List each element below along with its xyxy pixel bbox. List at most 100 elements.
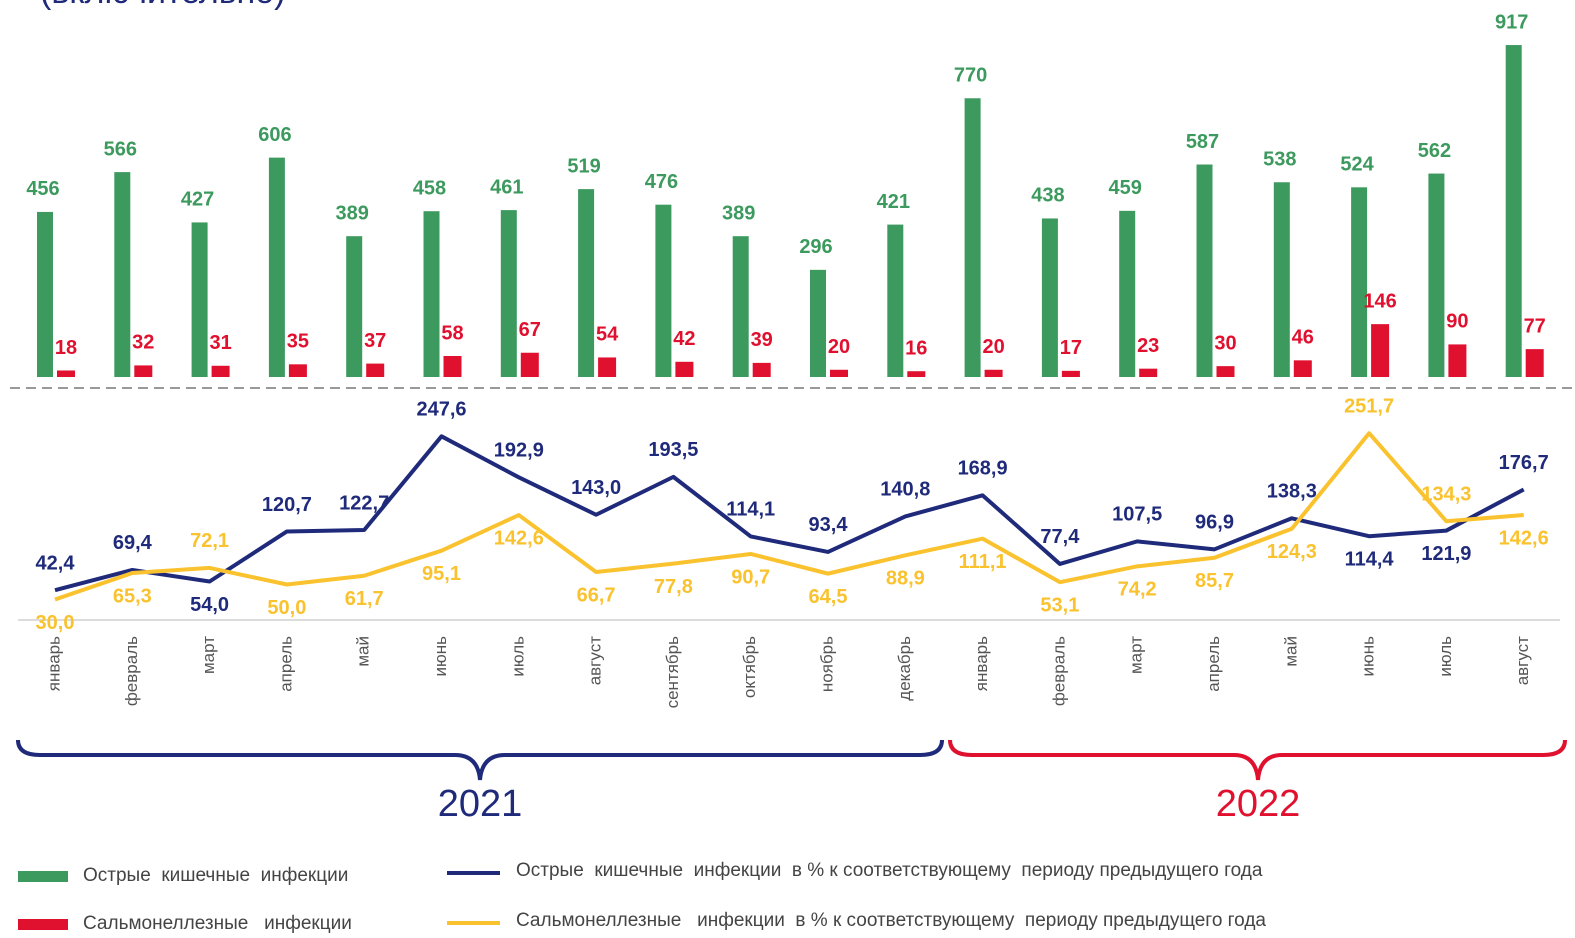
line-label: 72,1	[190, 530, 229, 552]
bar	[114, 172, 131, 377]
bar-label: 538	[1263, 149, 1296, 171]
bar-label: 459	[1109, 177, 1142, 199]
group-label: 2021	[438, 783, 523, 825]
bar	[598, 357, 617, 377]
x-tick-label: август	[586, 636, 605, 685]
line-label: 168,9	[958, 458, 1008, 480]
bar	[191, 222, 208, 377]
line-label: 114,1	[726, 499, 775, 521]
line-label: 65,3	[113, 585, 152, 607]
bar-label: 18	[55, 337, 77, 359]
bar-label: 524	[1340, 154, 1374, 176]
bar	[57, 370, 75, 377]
line-label: 77,4	[1040, 526, 1080, 548]
bar-label: 16	[905, 337, 927, 359]
x-tick-label: август	[1513, 636, 1532, 685]
x-tick-label: январь	[972, 636, 991, 691]
line-label: 85,7	[1195, 570, 1234, 592]
bar-label: 427	[181, 189, 214, 211]
x-tick-label: июнь	[1359, 636, 1378, 677]
bar-label: 917	[1495, 11, 1528, 33]
bar-label: 456	[26, 178, 59, 200]
bar-label: 67	[519, 319, 541, 341]
legend-label: Острые кишечные инфекции	[83, 865, 348, 886]
line-label: 251,7	[1344, 396, 1394, 418]
bar	[907, 371, 926, 377]
bar-label: 438	[1031, 185, 1064, 207]
line-label: 93,4	[809, 514, 849, 536]
line	[54, 431, 1524, 602]
legend-label: Сальмонеллезные инфекции в % к соответст…	[516, 910, 1266, 931]
legend-swatch	[18, 871, 68, 882]
bar	[1505, 45, 1522, 378]
bar-label: 17	[1060, 337, 1082, 359]
x-tick-label: март	[199, 636, 218, 674]
bar-label: 30	[1214, 332, 1236, 354]
line-label: 88,9	[886, 568, 925, 590]
bar	[984, 369, 1003, 377]
line	[54, 434, 1525, 593]
bar-label: 77	[1524, 315, 1546, 337]
line-label: 74,2	[1118, 579, 1157, 601]
bar	[675, 361, 694, 377]
bar-label: 20	[982, 336, 1004, 358]
bar	[830, 369, 848, 377]
line-label: 69,4	[113, 532, 153, 554]
legend-label: Острые кишечные инфекции в % к соответст…	[516, 860, 1263, 881]
x-tick-label: апрель	[1204, 636, 1223, 692]
bar	[1041, 218, 1058, 377]
bar	[346, 236, 363, 377]
bar-label: 35	[287, 331, 309, 353]
x-tick-label: ноябрь	[817, 636, 836, 692]
bar-label: 39	[751, 329, 773, 351]
line-label: 138,3	[1267, 481, 1317, 503]
x-tick-label: май	[354, 636, 373, 667]
x-tick-label: июль	[508, 636, 527, 677]
x-tick-label: декабрь	[895, 636, 914, 701]
bar	[288, 364, 307, 377]
bar-label: 54	[596, 324, 619, 346]
line-label: 61,7	[345, 588, 384, 610]
bar-label: 46	[1292, 327, 1314, 349]
bar-label: 587	[1186, 131, 1219, 153]
line-label: 193,5	[648, 439, 698, 461]
line-label: 124,3	[1267, 541, 1317, 563]
line-label: 114,4	[1345, 548, 1395, 570]
group-label: 2022	[1216, 783, 1301, 825]
bar	[1351, 187, 1368, 377]
line-label: 142,6	[1499, 527, 1549, 549]
bar-label: 606	[258, 124, 291, 146]
bar	[211, 365, 230, 377]
x-tick-label: июнь	[431, 636, 450, 677]
line-label: 176,7	[1499, 452, 1549, 474]
line-label: 50,0	[267, 597, 306, 619]
line-label: 140,8	[880, 479, 930, 501]
bar	[268, 157, 285, 377]
chart-title: (включительно)	[40, 0, 285, 11]
line-label: 143,0	[571, 477, 621, 499]
bar	[500, 210, 517, 377]
line-label: 96,9	[1195, 512, 1234, 534]
bar	[810, 269, 826, 377]
bar	[964, 98, 981, 377]
bar	[1371, 324, 1390, 377]
bar	[1119, 210, 1136, 377]
bar-label: 31	[209, 332, 231, 354]
line-label: 77,8	[654, 576, 693, 598]
bar-label: 566	[104, 138, 137, 160]
bar	[1448, 344, 1467, 377]
line-label: 120,7	[262, 494, 312, 516]
bar	[732, 236, 749, 377]
bar-label: 389	[722, 202, 755, 224]
x-tick-label: февраль	[122, 636, 141, 706]
line-label: 95,1	[422, 563, 461, 585]
bar	[1061, 370, 1080, 377]
bar-label: 770	[954, 65, 987, 87]
line-label: 64,5	[809, 586, 848, 608]
x-tick-label: апрель	[276, 636, 295, 692]
line-label: 247,6	[416, 399, 466, 421]
bar-label: 562	[1418, 140, 1451, 162]
line-label: 107,5	[1112, 504, 1162, 526]
line-label: 134,3	[1421, 484, 1471, 506]
